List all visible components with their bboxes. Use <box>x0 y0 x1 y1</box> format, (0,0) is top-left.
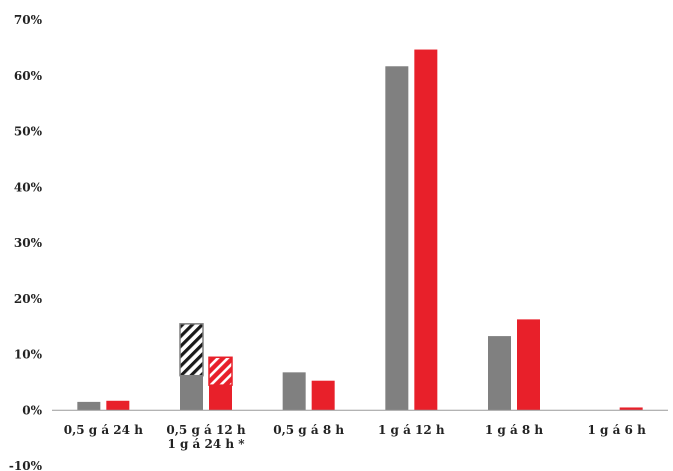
x-category-label: 1 g á 8 h <box>485 423 544 437</box>
bar-series-1-cat-5 <box>619 407 643 411</box>
y-tick-label: -10% <box>9 459 43 471</box>
x-category-label: 0,5 g á 12 h <box>166 423 245 437</box>
x-axis-category-labels: 0,5 g á 24 h 0,5 g á 12 h1 g á 24 h * 0,5 … <box>64 423 646 451</box>
bar-series-1-cat-2 <box>311 380 335 411</box>
x-category-label: 1 g á 24 h * <box>167 437 245 451</box>
hatched-stack-series-0-cat-1 <box>179 323 204 377</box>
x-category-label: 1 g á 6 h <box>588 423 647 437</box>
y-axis-tick-labels: -10% 0% 10% 20% 30% 40% 50% 60% 70% <box>9 13 43 471</box>
bar-series-1-cat-4 <box>517 319 540 411</box>
y-tick-label: 70% <box>14 13 43 27</box>
x-category-label: 1 g á 12 h <box>378 423 445 437</box>
y-tick-label: 50% <box>14 125 43 139</box>
bar-series-0-cat-2 <box>282 372 306 411</box>
y-tick-label: 0% <box>22 403 42 417</box>
y-tick-label: 10% <box>14 348 43 362</box>
x-category-label: 0,5 g á 8 h <box>273 423 344 437</box>
bar-series-1-cat-3 <box>414 49 438 411</box>
bars-group <box>77 49 643 411</box>
bar-series-0-cat-0 <box>77 401 101 411</box>
hatched-stack-series-1-cat-1 <box>208 356 233 386</box>
y-tick-label: 60% <box>14 69 43 83</box>
bar-series-0-cat-4 <box>488 336 511 411</box>
bar-series-0-cat-1 <box>180 375 203 411</box>
bar-series-1-cat-0 <box>106 400 130 411</box>
bar-series-0-cat-3 <box>385 66 409 411</box>
y-tick-label: 30% <box>14 236 43 250</box>
y-tick-label: 40% <box>14 180 43 194</box>
y-tick-label: 20% <box>14 292 43 306</box>
x-category-label: 0,5 g á 24 h <box>64 423 143 437</box>
bar-series-1-cat-1 <box>209 385 232 411</box>
